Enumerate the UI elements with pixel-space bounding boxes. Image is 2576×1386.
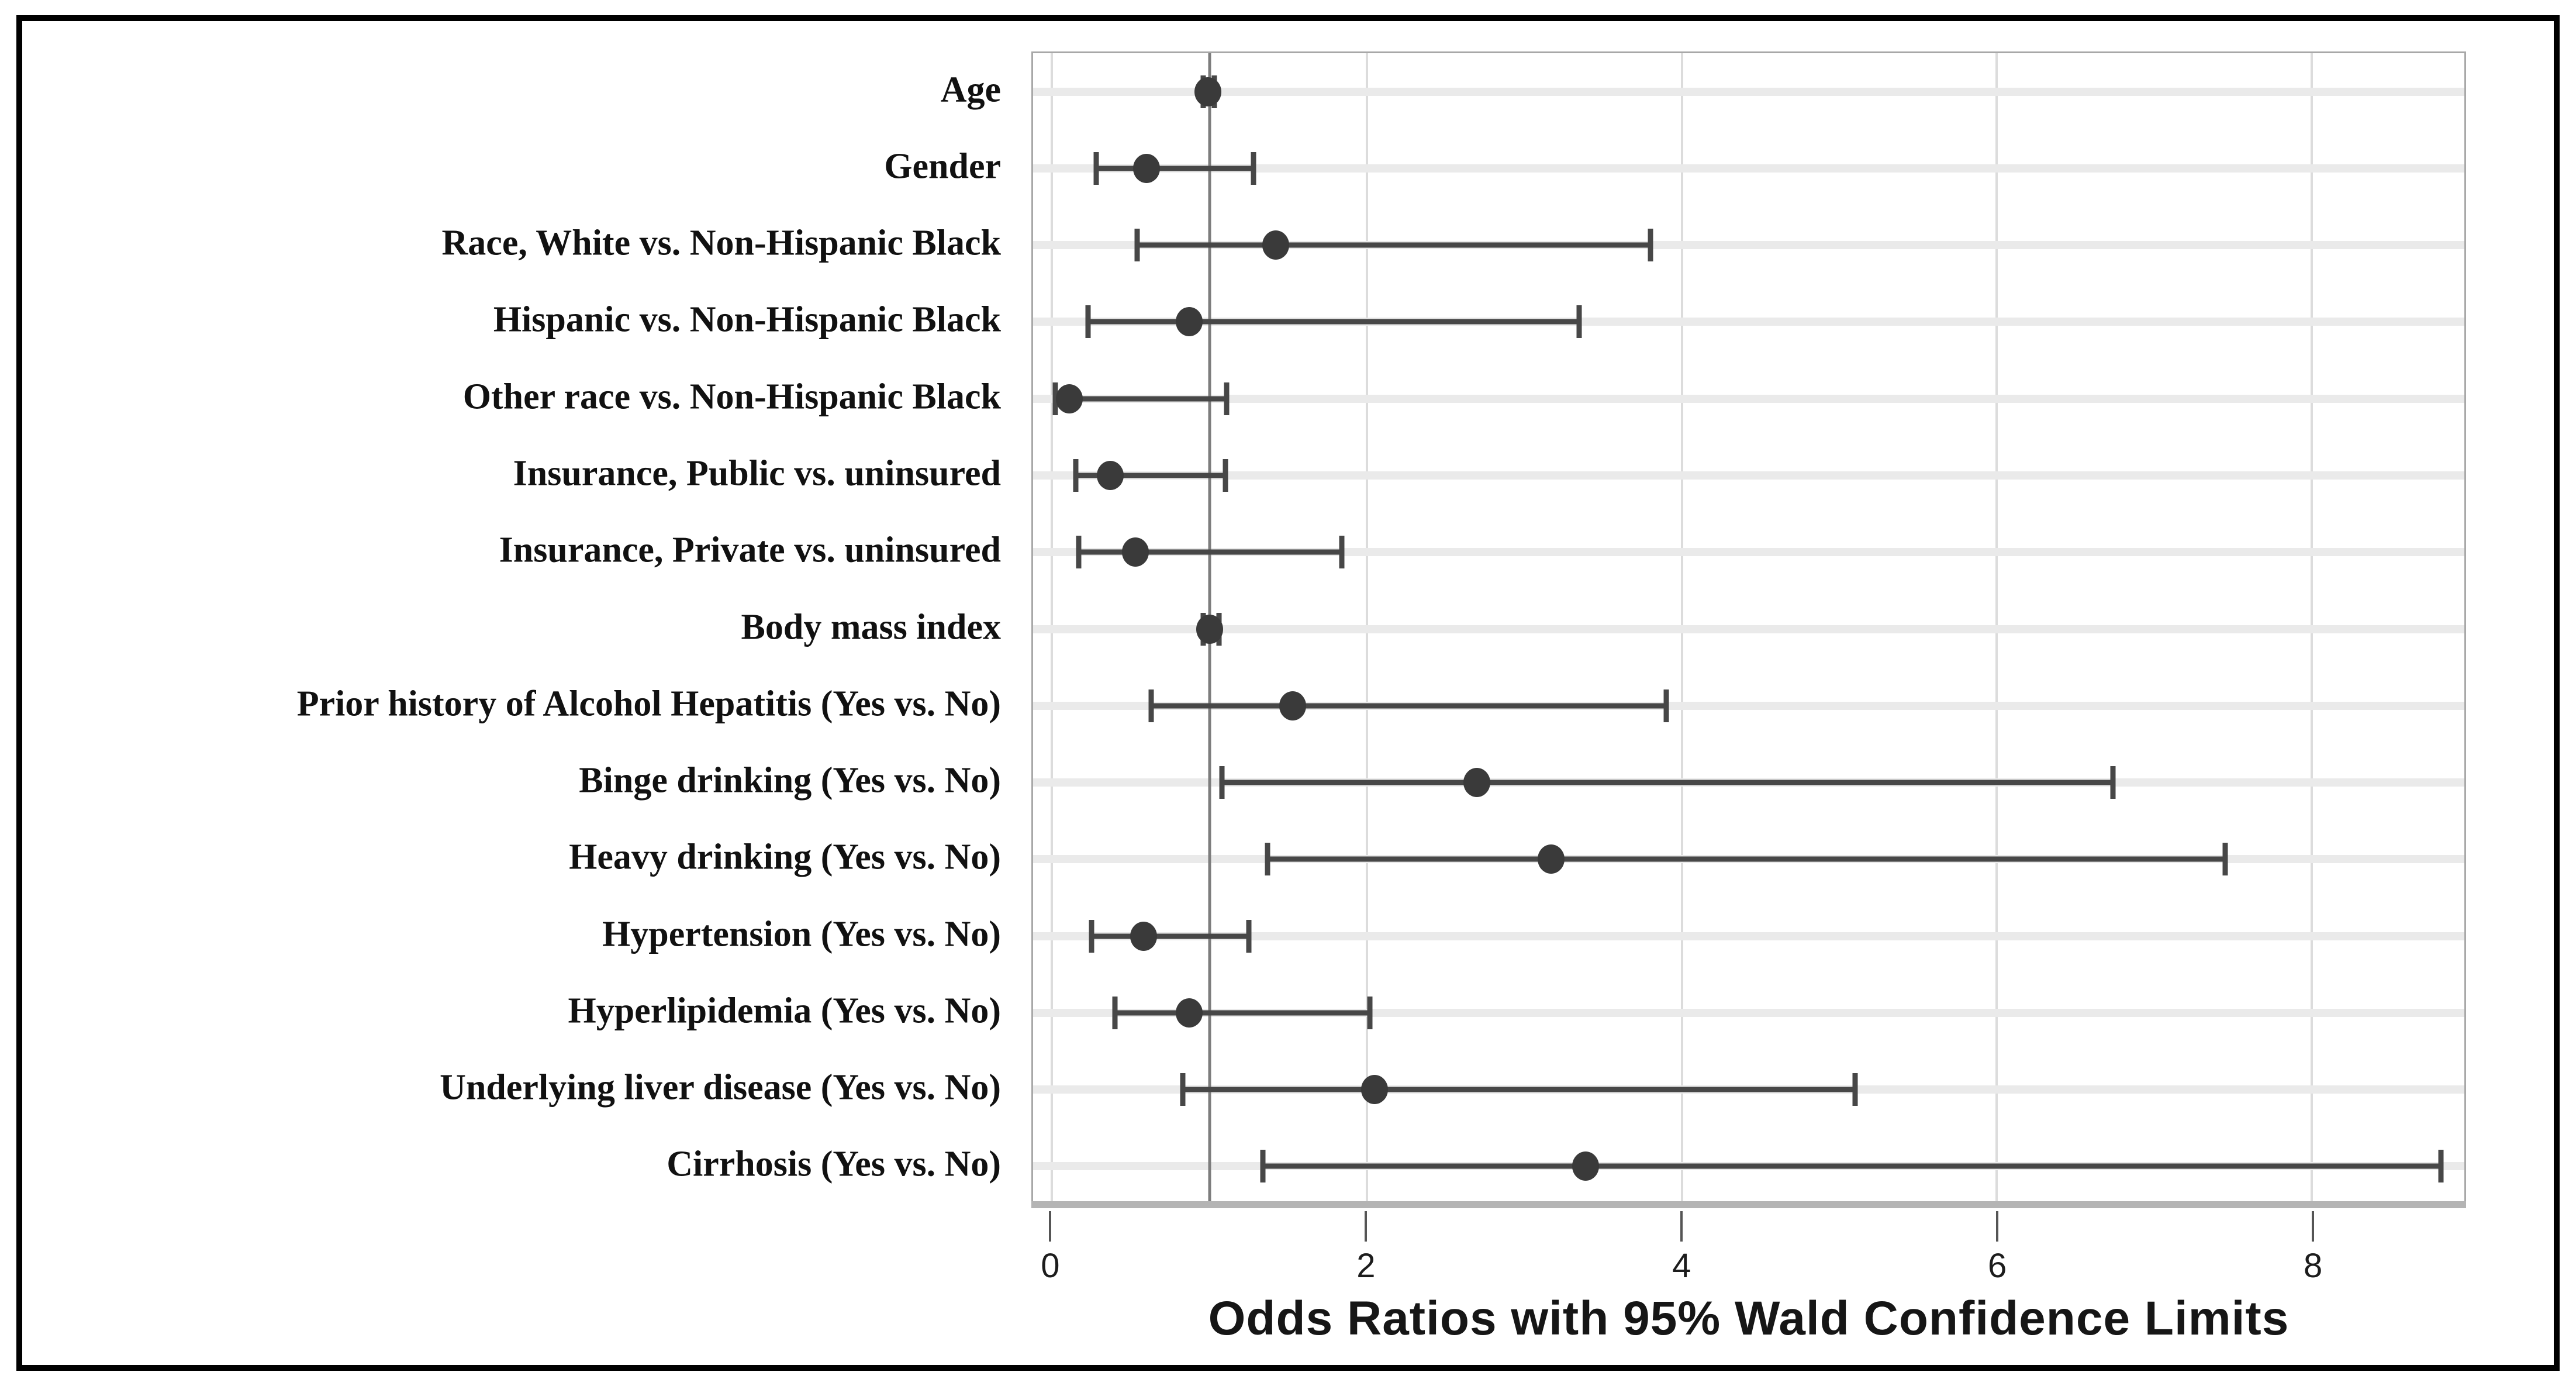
odds-ratio-point xyxy=(1130,921,1157,951)
ci-lower-cap xyxy=(1134,229,1140,262)
x-axis: 0 2 4 6 8 xyxy=(1031,1203,2466,1355)
ci-upper-cap xyxy=(1224,382,1230,415)
ci-interval-line xyxy=(1079,549,1342,555)
x-tick-label: 2 xyxy=(1356,1247,1376,1285)
ci-upper-cap xyxy=(1367,996,1373,1029)
row-label: Binge drinking (Yes vs. No) xyxy=(579,760,1001,801)
row-band xyxy=(1033,164,2464,173)
row-label: Cirrhosis (Yes vs. No) xyxy=(667,1144,1001,1184)
ci-interval-line xyxy=(1151,703,1666,709)
ci-upper-cap xyxy=(2222,843,2228,876)
odds-ratio-point xyxy=(1096,460,1124,490)
odds-ratio-point xyxy=(1132,153,1160,183)
row-label: Insurance, Public vs. uninsured xyxy=(513,453,1001,494)
row-label: Prior history of Alcohol Hepatitis (Yes … xyxy=(296,684,1001,724)
odds-ratio-point xyxy=(1175,307,1203,337)
ci-lower-cap xyxy=(1085,305,1091,339)
ci-upper-cap xyxy=(1663,689,1669,722)
odds-ratio-point xyxy=(1196,614,1223,644)
ci-upper-cap xyxy=(2110,766,2116,799)
ci-interval-line xyxy=(1088,319,1580,325)
odds-ratio-point xyxy=(1538,844,1565,874)
row-label: Gender xyxy=(884,146,1001,187)
row-label: Body mass index xyxy=(741,607,1001,647)
ci-upper-cap xyxy=(1852,1073,1858,1106)
ci-interval-line xyxy=(1055,396,1227,402)
ci-lower-cap xyxy=(1260,1150,1266,1183)
x-tick-mark xyxy=(1365,1211,1368,1242)
x-axis-title: Odds Ratios with 95% Wald Confidence Lim… xyxy=(1208,1292,2290,1345)
ci-upper-cap xyxy=(1246,919,1252,953)
row-label: Race, White vs. Non-Hispanic Black xyxy=(441,223,1001,263)
ci-lower-cap xyxy=(1073,458,1079,492)
row-label: Insurance, Private vs. uninsured xyxy=(499,530,1001,570)
row-band xyxy=(1033,548,2464,557)
ci-interval-line xyxy=(1182,1087,1855,1092)
ci-upper-cap xyxy=(1251,151,1256,185)
row-label: Other race vs. Non-Hispanic Black xyxy=(462,377,1001,417)
odds-ratio-point xyxy=(1279,691,1307,720)
odds-ratio-point xyxy=(1572,1151,1600,1181)
plot-area xyxy=(1031,51,2466,1208)
category-labels-column: Age Gender Race, White vs. Non-Hispanic Bl… xyxy=(23,51,1010,1203)
ci-interval-line xyxy=(1091,933,1249,939)
row-label: Underlying liver disease (Yes vs. No) xyxy=(440,1067,1001,1108)
ci-lower-cap xyxy=(1089,919,1094,953)
row-band xyxy=(1033,471,2464,480)
row-band xyxy=(1033,394,2464,403)
x-tick-label: 0 xyxy=(1041,1247,1060,1285)
odds-ratio-point xyxy=(1122,537,1149,567)
ci-lower-cap xyxy=(1093,151,1099,185)
x-tick-mark xyxy=(1996,1211,1999,1242)
ci-interval-line xyxy=(1137,242,1650,248)
ci-lower-cap xyxy=(1148,689,1154,722)
ci-upper-cap xyxy=(2438,1150,2444,1183)
odds-ratio-point xyxy=(1055,384,1083,413)
ci-interval-line xyxy=(1075,473,1225,478)
ci-lower-cap xyxy=(1180,1073,1186,1106)
row-label: Hispanic vs. Non-Hispanic Black xyxy=(493,299,1001,340)
ci-upper-cap xyxy=(1576,305,1582,339)
x-axis-line xyxy=(1031,1201,2466,1208)
ci-interval-line xyxy=(1096,166,1254,171)
row-label: Heavy drinking (Yes vs. No) xyxy=(569,837,1001,877)
ci-interval-line xyxy=(1222,780,2114,785)
odds-ratio-point xyxy=(1463,768,1491,798)
x-tick-mark xyxy=(2312,1211,2315,1242)
row-label: Hypertension (Yes vs. No) xyxy=(602,914,1001,954)
x-tick-mark xyxy=(1680,1211,1683,1242)
x-tick-label: 8 xyxy=(2303,1247,2323,1285)
odds-ratio-point xyxy=(1361,1075,1389,1105)
x-tick-label: 4 xyxy=(1672,1247,1691,1285)
row-label: Age xyxy=(940,70,1001,110)
odds-ratio-point xyxy=(1262,230,1289,260)
ci-upper-cap xyxy=(1223,458,1228,492)
row-label: Hyperlipidemia (Yes vs. No) xyxy=(568,991,1001,1031)
odds-ratio-point xyxy=(1175,998,1203,1028)
row-band xyxy=(1033,625,2464,633)
row-band xyxy=(1033,1008,2464,1017)
odds-ratio-point xyxy=(1194,77,1221,106)
ci-interval-line xyxy=(1115,1010,1370,1016)
row-band xyxy=(1033,932,2464,940)
x-tick-mark xyxy=(1049,1211,1052,1242)
ci-lower-cap xyxy=(1265,843,1270,876)
row-band xyxy=(1033,87,2464,96)
ci-interval-line xyxy=(1268,856,2225,862)
ci-lower-cap xyxy=(1052,382,1058,415)
ci-lower-cap xyxy=(1112,996,1118,1029)
ci-lower-cap xyxy=(1219,766,1225,799)
x-tick-label: 6 xyxy=(1988,1247,2007,1285)
ci-upper-cap xyxy=(1648,229,1653,262)
ci-upper-cap xyxy=(1339,536,1345,569)
ci-interval-line xyxy=(1263,1163,2441,1169)
ci-lower-cap xyxy=(1076,536,1082,569)
